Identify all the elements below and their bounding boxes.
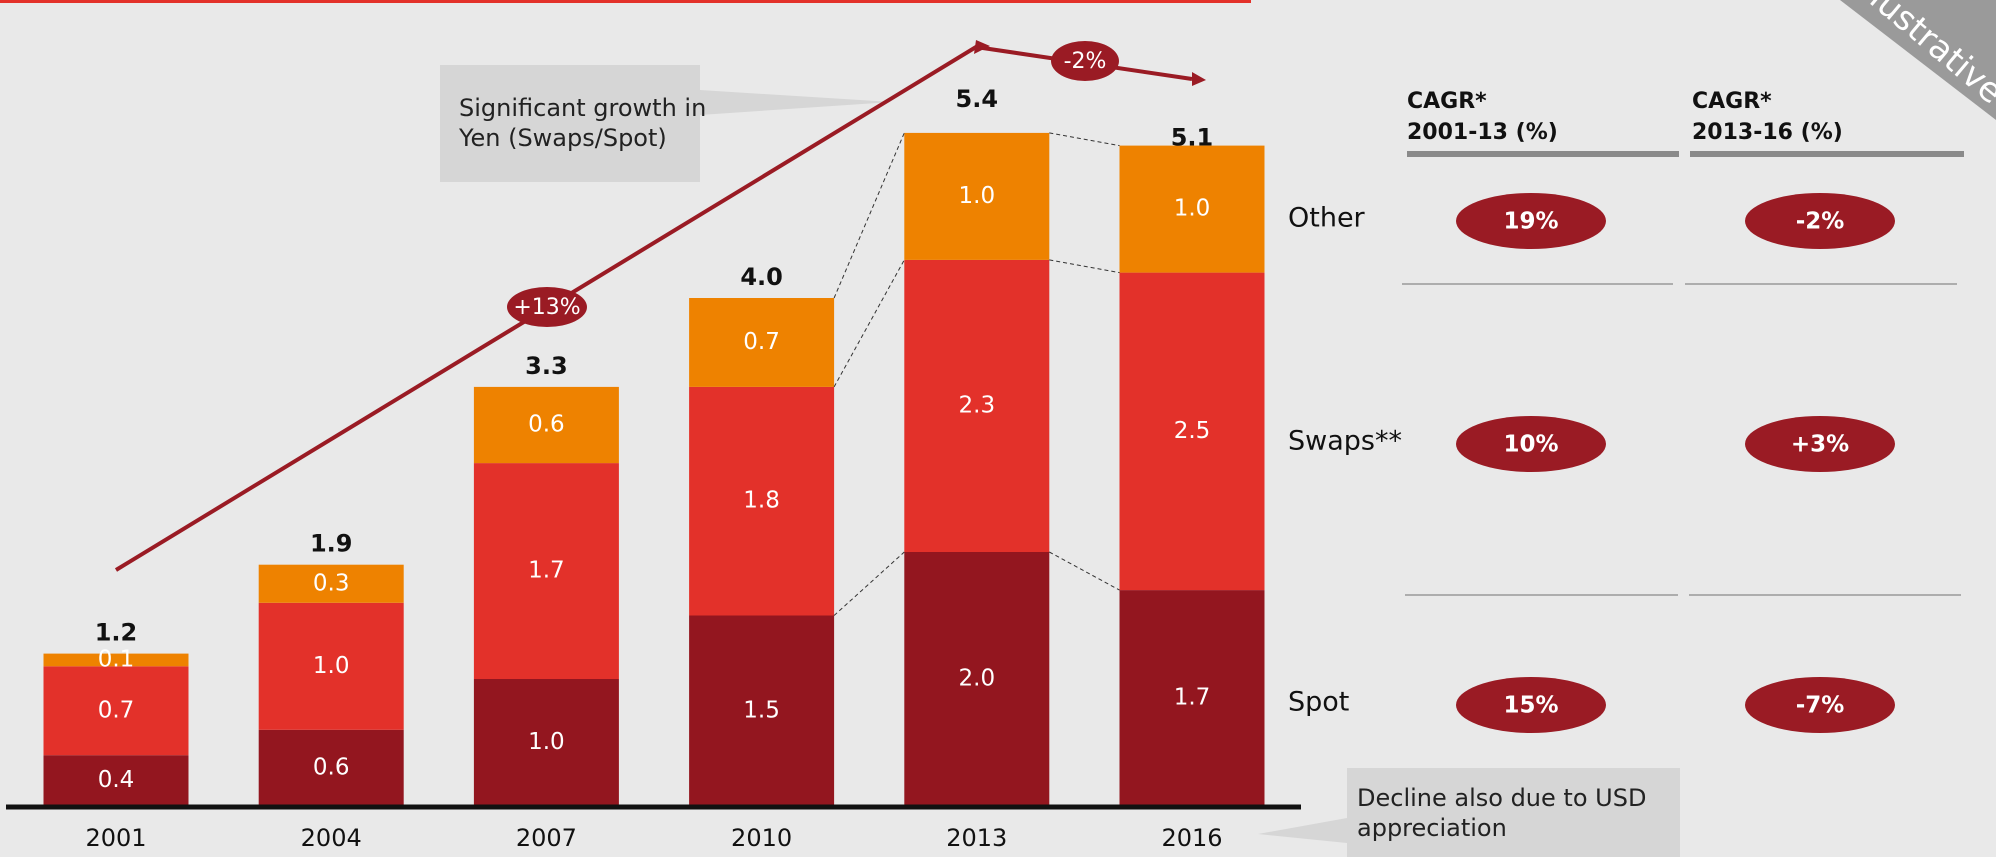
bar-segment: [258, 729, 404, 806]
segment-label: 2.5: [1174, 418, 1211, 444]
cagr-value: 10%: [1503, 432, 1558, 458]
total-label: 1.2: [95, 619, 138, 647]
bar-segment: [904, 259, 1050, 552]
annotation: Yen (Swaps/Spot): [458, 124, 667, 152]
bar-segment: [258, 602, 404, 730]
segment-label: 0.6: [313, 754, 350, 780]
connector: [1049, 259, 1120, 274]
connector: [833, 132, 905, 299]
growth-pill: [507, 287, 587, 327]
x-tick-label: 2010: [731, 824, 792, 852]
annotation: appreciation: [1357, 814, 1507, 842]
table-header: 2001-13 (%): [1407, 120, 1558, 145]
bar-segment: [904, 552, 1050, 806]
cagr-pill: [1745, 416, 1895, 472]
table-header: CAGR*: [1407, 89, 1487, 114]
bar-segment: [689, 298, 835, 387]
connector: [833, 259, 905, 388]
bar-segment: [1119, 272, 1265, 591]
bar-segment: [43, 666, 189, 756]
bar-segment: [1119, 145, 1265, 273]
segment-label: 1.0: [313, 653, 350, 679]
bar-segment: [43, 653, 189, 667]
cagr-value: +3%: [1791, 432, 1849, 458]
segment-label: 0.3: [313, 570, 350, 596]
top-rule: [0, 0, 1251, 3]
arrow-head: [1192, 72, 1206, 86]
cagr-value: 19%: [1503, 209, 1558, 235]
x-tick-label: 2004: [301, 824, 362, 852]
segment-label: 1.5: [743, 697, 780, 723]
segment-label: 1.7: [528, 558, 565, 584]
arrow-head: [974, 40, 990, 54]
cagr-value: -2%: [1796, 209, 1845, 235]
cagr-pill: [1456, 677, 1606, 733]
annotation: Decline also due to USD: [1357, 784, 1646, 812]
segment-label: 0.7: [98, 697, 135, 723]
connector: [833, 551, 905, 616]
bar-segment: [689, 386, 835, 616]
annotation: Significant growth in: [459, 94, 706, 122]
table-header: CAGR*: [1692, 89, 1772, 114]
bar-segment: [473, 463, 619, 679]
cagr-value: -7%: [1796, 693, 1845, 719]
bar-segment: [904, 132, 1050, 260]
segment-label: 1.0: [1174, 196, 1211, 222]
segment-label: 1.0: [959, 183, 996, 209]
row-label: Other: [1288, 203, 1366, 234]
connector: [1049, 132, 1120, 147]
cagr-value: 15%: [1503, 693, 1558, 719]
badge-bg: [1840, 0, 1996, 120]
table-header: 2013-16 (%): [1692, 120, 1843, 145]
x-tick-label: 2016: [1161, 824, 1222, 852]
annotation-box: [440, 65, 891, 182]
growth-pill: [1051, 41, 1119, 81]
total-label: 5.1: [1171, 123, 1214, 151]
cagr-pill: [1745, 677, 1895, 733]
growth-label: -2%: [1064, 49, 1107, 74]
growth-label: +13%: [513, 295, 580, 320]
segment-label: 0.6: [528, 412, 565, 438]
bar-segment: [473, 386, 619, 464]
x-tick-label: 2007: [516, 824, 577, 852]
bar-segment: [689, 615, 835, 806]
row-label: Swaps**: [1288, 426, 1402, 457]
cagr-pill: [1456, 193, 1606, 249]
segment-label: 0.1: [98, 646, 135, 672]
bar-segment: [43, 755, 189, 806]
bar-segment: [1119, 590, 1265, 806]
cagr-pill: [1745, 193, 1895, 249]
bar-segment: [473, 679, 619, 806]
x-tick-label: 2013: [946, 824, 1007, 852]
connector: [1049, 551, 1120, 591]
segment-label: 1.8: [743, 488, 780, 514]
bar-segment: [258, 564, 404, 603]
segment-label: 2.3: [959, 392, 996, 418]
row-label: Spot: [1288, 687, 1349, 718]
segment-label: 0.7: [743, 329, 780, 355]
segment-label: 2.0: [959, 666, 996, 692]
total-label: 3.3: [525, 352, 568, 380]
segment-label: 1.7: [1174, 685, 1211, 711]
x-tick-label: 2001: [85, 824, 146, 852]
cagr-pill: [1456, 416, 1606, 472]
segment-label: 0.4: [98, 767, 135, 793]
segment-label: 1.0: [528, 729, 565, 755]
total-label: 5.4: [956, 85, 999, 113]
total-label: 1.9: [310, 530, 353, 558]
annotation-box: [1258, 768, 1680, 857]
total-label: 4.0: [740, 263, 783, 291]
